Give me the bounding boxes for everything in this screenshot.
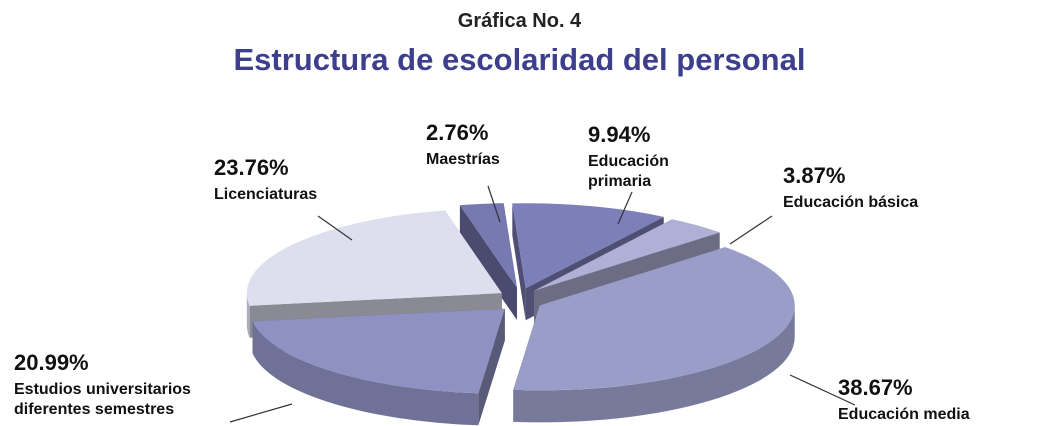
chart-caption: Gráfica No. 4 [457, 10, 582, 32]
pie-slice-3 [513, 247, 795, 423]
slice-category-label-2-line-1: Educación básica [783, 194, 918, 211]
pie-slice-3-side [513, 305, 795, 423]
slice-percent-label-4: 20.99% [14, 350, 89, 375]
slice-percent-label-6: 2.76% [426, 120, 488, 145]
slice-category-label-3-line-1: Educación media [838, 406, 970, 423]
pie-slice-5-top [246, 210, 502, 306]
leader-line-5 [317, 215, 353, 241]
leader-line-2 [729, 215, 773, 245]
pie-slice-1-edge-1 [512, 203, 526, 321]
slice-category-label-6-line-1: Maestrías [426, 151, 500, 168]
chart-title: Estructura de escolaridad del personal [233, 42, 806, 77]
pie-slice-6-top [459, 203, 517, 289]
leader-line-6 [487, 185, 501, 223]
pie-slice-1-top [512, 203, 664, 289]
pie-slice-6-edge-1 [459, 205, 517, 321]
leader-line-3 [789, 374, 856, 406]
slice-percent-label-5: 23.76% [214, 155, 289, 180]
slice-category-label-5-line-1: Licenciaturas [214, 186, 317, 203]
slice-category-label-1-line-1: Educación [588, 153, 669, 170]
pie-slice-5-side [246, 293, 250, 338]
slice-percent-label-3: 38.67% [838, 375, 913, 400]
slice-category-label-4-line-1: Estudios universitarios [14, 381, 191, 398]
pie-slice-2-top [534, 219, 720, 291]
slice-percent-label-1: 9.94% [588, 122, 650, 147]
pie-slice-3-top [513, 247, 795, 391]
leader-line-1 [617, 191, 633, 225]
pie-slice-4-side [252, 321, 479, 426]
pie-slice-4 [252, 308, 505, 426]
leader-line-4 [229, 403, 293, 423]
pie-slice-4-top [252, 308, 505, 394]
slice-percent-label-2: 3.87% [783, 163, 845, 188]
slice-category-label-4-line-2: diferentes semestres [14, 401, 174, 418]
pie-slice-6 [459, 203, 517, 321]
slice-category-label-1-line-2: primaria [588, 173, 651, 190]
